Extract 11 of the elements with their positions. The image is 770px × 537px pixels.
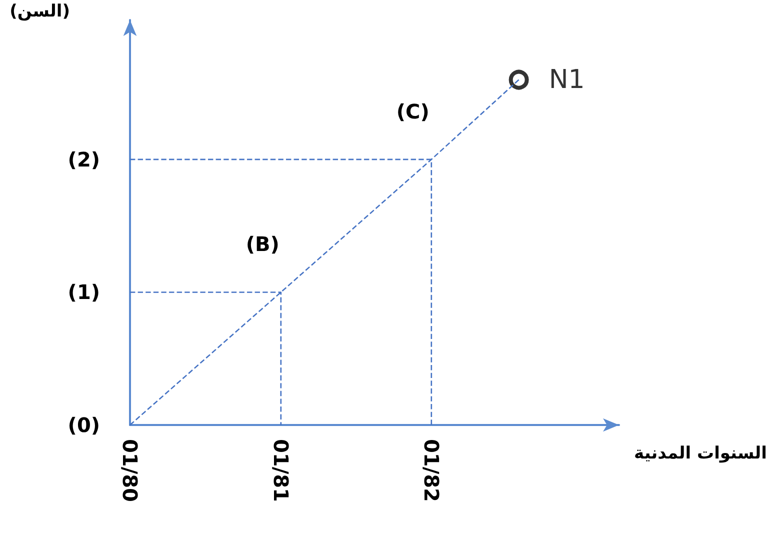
x-tick-label: 01/80 [118, 439, 142, 502]
y-tick-label: (1) [68, 280, 100, 304]
series-label: N1 [548, 64, 585, 95]
y-tick-label: (2) [68, 147, 100, 172]
annotation: (B) [246, 232, 280, 256]
y-tick-label: (0) [68, 413, 100, 437]
annotation: (C) [396, 99, 430, 124]
y-axis-title: (السن) [10, 2, 70, 22]
x-axis-title: السنوات المدنية [634, 444, 768, 464]
x-tick-label: 01/82 [419, 439, 444, 502]
x-tick-label: 01/81 [268, 439, 293, 502]
